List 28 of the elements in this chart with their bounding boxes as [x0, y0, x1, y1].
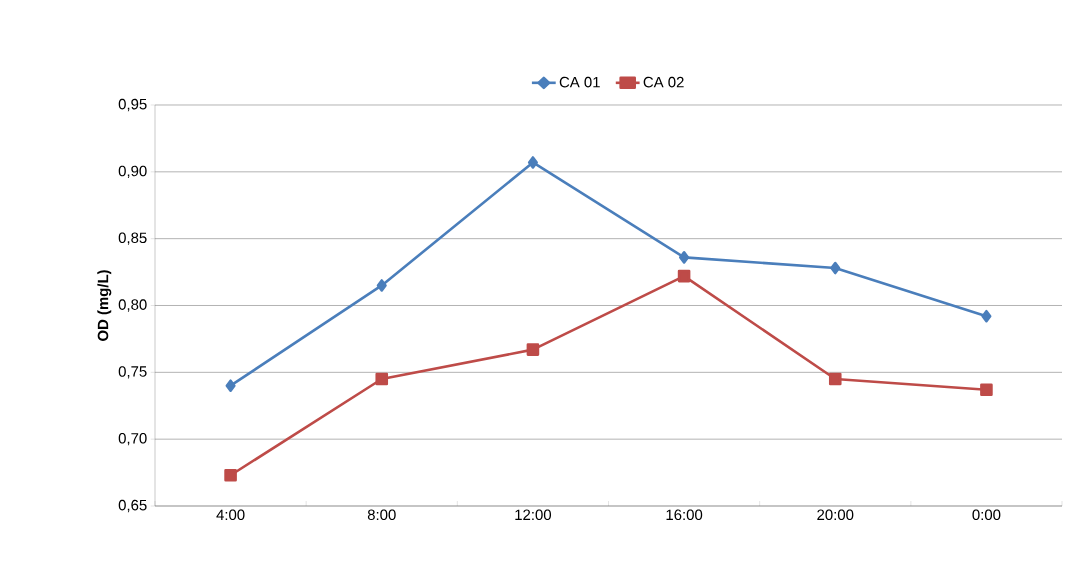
point	[677, 269, 691, 283]
y-axis-title: OD (mg/L)	[97, 270, 112, 341]
point	[376, 279, 387, 292]
x-tick-label: 8:00	[367, 509, 396, 521]
point	[679, 251, 690, 264]
point	[375, 372, 389, 386]
point	[830, 261, 841, 275]
x-tick-label: 16:00	[666, 509, 703, 521]
legend-label: CA 02	[643, 76, 684, 88]
point	[225, 379, 236, 392]
y-tick-label: 0,85	[118, 232, 147, 245]
point	[224, 468, 237, 482]
y-tick-label: 0,90	[118, 165, 147, 178]
point	[980, 383, 993, 397]
point	[526, 343, 540, 356]
legend-label: CA 01	[559, 76, 600, 88]
point	[981, 309, 992, 323]
x-tick-label: 4:00	[216, 509, 245, 521]
y-tick-label: 0,65	[118, 499, 147, 513]
y-tick-label: 0,75	[118, 366, 147, 379]
y-tick-label: 0,70	[118, 432, 147, 446]
x-tick-label: 20:00	[817, 509, 854, 521]
point	[527, 156, 538, 169]
x-tick-label: 12:00	[515, 509, 552, 521]
y-tick-label: 0,80	[118, 299, 147, 312]
y-tick-label: 0,95	[118, 98, 147, 112]
x-tick-label: 0:00	[972, 509, 1001, 521]
point	[828, 372, 842, 386]
